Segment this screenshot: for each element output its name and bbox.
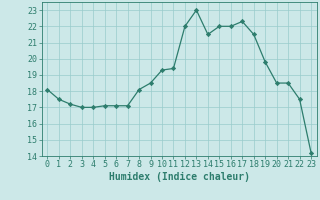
X-axis label: Humidex (Indice chaleur): Humidex (Indice chaleur): [109, 172, 250, 182]
